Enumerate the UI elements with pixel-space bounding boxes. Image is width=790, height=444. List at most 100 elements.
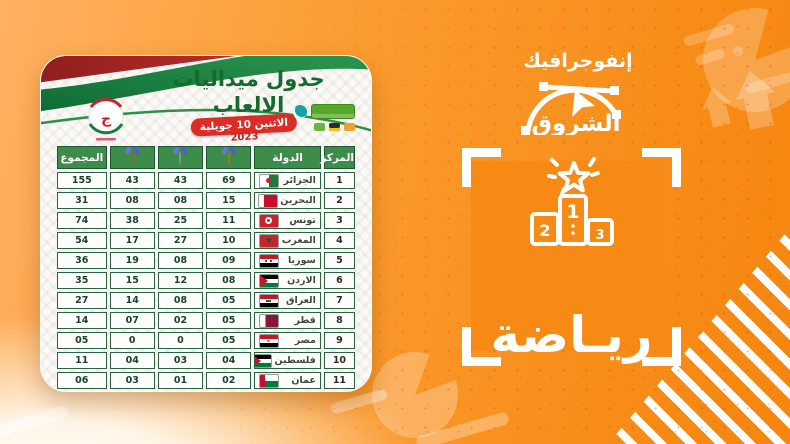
country-name: المغرب (281, 235, 316, 246)
sponsor-logo-icon (344, 123, 355, 131)
country-cell: مصر (254, 332, 321, 349)
medal-table-row: 8 قطر 05 02 07 14 (57, 312, 355, 329)
country-flag-icon (259, 213, 280, 228)
country-cell: الاردن (254, 272, 321, 289)
total-count-cell: 14 (57, 312, 107, 329)
sponsor-logo-icon (314, 123, 325, 131)
country-cell: فلسطين (254, 352, 321, 369)
header-total: المجموع (57, 146, 107, 169)
country-cell: قطر (254, 312, 321, 329)
rank-cell: 6 (323, 272, 355, 289)
header-gold (206, 146, 252, 169)
podium-number-2: 2 (539, 221, 550, 240)
sponsor-logos (255, 104, 355, 135)
bronze-count-cell: 15 (109, 272, 155, 289)
header-country: الدولة (254, 146, 321, 169)
medal-table-row: 2 البحرين 15 08 08 31 (57, 192, 355, 209)
silver-count-cell: 43 (157, 172, 204, 189)
medal-table-row: 10 فلسطين 04 03 04 11 (57, 352, 355, 369)
gold-count-cell: 05 (206, 312, 252, 329)
total-count-cell: 06 (57, 372, 107, 389)
country-name: سوريا (287, 255, 316, 266)
rank-cell: 9 (323, 332, 355, 349)
country-name: مصر (294, 335, 316, 346)
card-header-ribbons (41, 56, 371, 132)
rank-cell: 11 (323, 372, 355, 389)
rank-cell: 2 (323, 192, 355, 209)
frame-corner-icon (462, 327, 501, 366)
card-title-line2: الالعاب (212, 93, 285, 117)
card-title-line1: جدول ميداليات (172, 67, 325, 91)
silver-count-cell: 12 (157, 272, 204, 289)
country-name: تونس (289, 215, 316, 226)
pie-chart-ghost-icon (372, 352, 458, 438)
rank-cell: 4 (323, 232, 355, 249)
bronze-count-cell: 0 (109, 332, 155, 349)
medal-table-header-row: المركز الدولة المجموع (57, 146, 355, 169)
frame-corner-icon (642, 148, 681, 187)
bronze-count-cell: 04 (109, 352, 155, 369)
silver-count-cell: 0 (157, 332, 204, 349)
echorouk-wordmark: الشروق (531, 111, 620, 135)
country-flag-icon (259, 233, 280, 248)
gold-count-cell: 15 (206, 192, 252, 209)
sponsor-mobilis-logo-icon (311, 104, 355, 119)
bronze-count-cell: 38 (109, 212, 155, 229)
total-count-cell: 05 (57, 332, 107, 349)
header-bronze (109, 146, 155, 169)
country-name: فلسطين (274, 355, 316, 366)
rank-cell: 1 (323, 172, 355, 189)
podium-number-3: 3 (595, 228, 604, 243)
gold-count-cell: 08 (206, 272, 252, 289)
rank-cell: 5 (323, 252, 355, 269)
medal-table-row: 7 العراق 05 08 14 27 (57, 292, 355, 309)
section-label: ريـاضة (490, 306, 653, 364)
gold-count-cell: 04 (206, 352, 252, 369)
country-flag-icon (259, 273, 280, 288)
medal-table-row: 1 الجزائر 69 43 43 155 (57, 172, 355, 189)
rank-cell: 8 (323, 312, 355, 329)
country-flag-icon (255, 353, 273, 368)
country-name: الاردن (287, 275, 316, 286)
gold-count-cell: 05 (206, 332, 252, 349)
gold-count-cell: 05 (206, 292, 252, 309)
country-cell: عمان (254, 372, 321, 389)
gold-count-cell: 10 (206, 232, 252, 249)
category-frame-background (471, 161, 658, 351)
medal-table-row: 11 عمان 02 01 03 06 (57, 372, 355, 389)
bronze-medal-icon (131, 150, 134, 165)
country-cell: العراق (254, 292, 321, 309)
silver-count-cell: 27 (157, 232, 204, 249)
bronze-count-cell: 14 (109, 292, 155, 309)
country-name: البحرين (280, 195, 316, 206)
header-silver (157, 146, 204, 169)
podium-star-icon: 1 2 3 (529, 157, 614, 246)
pie-chart-ghost-icon (703, 8, 790, 112)
country-cell: المغرب (254, 232, 321, 249)
gold-count-cell: 11 (206, 212, 252, 229)
country-name: العراق (286, 295, 316, 306)
country-flag-icon (259, 333, 280, 348)
frame-corner-icon (642, 327, 681, 366)
total-count-cell: 35 (57, 272, 107, 289)
silver-count-cell: 01 (157, 372, 204, 389)
silver-count-cell: 03 (157, 352, 204, 369)
arab-games-logo-icon: ج (88, 98, 124, 141)
bronze-count-cell: 19 (109, 252, 155, 269)
frame-corner-icon (462, 148, 501, 187)
gold-medal-icon (227, 150, 230, 165)
rank-cell: 7 (323, 292, 355, 309)
country-cell: البحرين (254, 192, 321, 209)
total-count-cell: 54 (57, 232, 107, 249)
medal-table: المركز الدولة المجموع 1 الجزائر 69 (54, 143, 358, 391)
brand-block: إنفوجرافيك الشروق (498, 50, 658, 135)
bronze-count-cell: 03 (109, 372, 155, 389)
silver-count-cell: 08 (157, 252, 204, 269)
total-count-cell: 74 (57, 212, 107, 229)
country-name: عمان (291, 375, 316, 386)
total-count-cell: 27 (57, 292, 107, 309)
up-arrows-ghost-icon (702, 70, 775, 130)
total-count-cell: 155 (57, 172, 107, 189)
silver-count-cell: 08 (157, 292, 204, 309)
